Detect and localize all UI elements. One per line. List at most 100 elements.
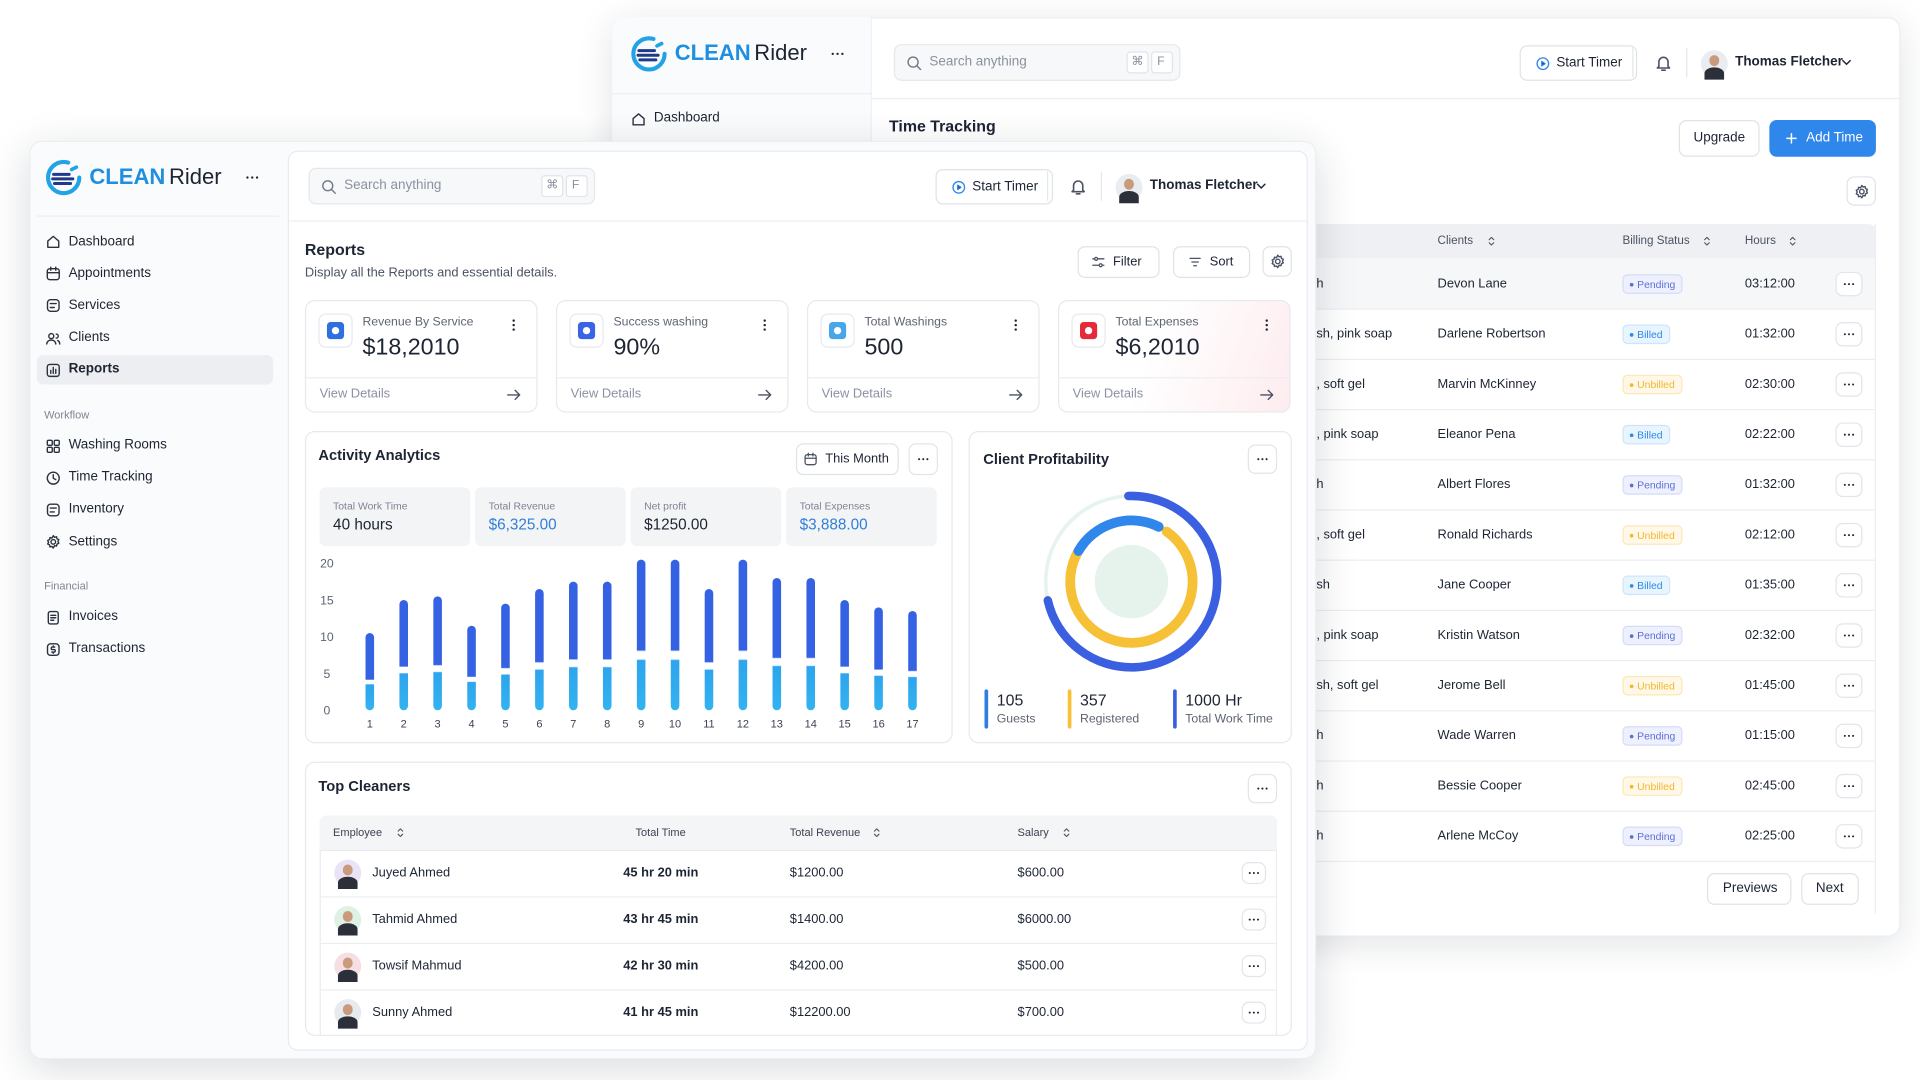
more-button[interactable] [1835, 824, 1863, 849]
avatar-head [342, 1004, 353, 1016]
stat-menu-icon [511, 318, 515, 331]
bell-icon [1655, 55, 1670, 71]
stat-link: View Details [1072, 386, 1144, 402]
employee-cell: Tahmid Ahmed [372, 911, 458, 927]
brand-rest: Rider [168, 164, 222, 189]
previous-button[interactable] [1706, 873, 1792, 905]
start-timer-button[interactable] [1519, 45, 1638, 81]
divider [612, 93, 872, 95]
more-icon [1843, 584, 1855, 587]
column-header: Employee [333, 826, 383, 839]
divider [1100, 171, 1103, 201]
add-time-label: Add Time [1806, 130, 1864, 145]
status-label: Unbilled [1637, 378, 1675, 391]
key-label: F [571, 178, 580, 193]
sidebar-menu-icon [831, 52, 844, 56]
row-divider [1297, 308, 1875, 310]
key-cap [1151, 51, 1174, 74]
start-timer-button[interactable] [935, 168, 1054, 205]
nav-icon [45, 471, 60, 485]
stat-divider [555, 377, 789, 379]
more-icon [1843, 283, 1855, 286]
sort-icon [1789, 236, 1796, 246]
nav-item: Washing Rooms [68, 437, 167, 453]
nav-icon [46, 235, 59, 249]
employee-cell: Juyed Ahmed [372, 865, 451, 881]
nav-item: Clients [68, 330, 110, 345]
settings-button[interactable] [1846, 176, 1876, 206]
user-chevron [1842, 59, 1851, 66]
user-chevron [1256, 183, 1266, 189]
divider [1046, 171, 1049, 201]
upgrade-button[interactable] [1678, 120, 1760, 157]
hours-cell: 02:12:00 [1744, 527, 1795, 543]
next-button[interactable] [1801, 873, 1859, 905]
status-badge: Billed [1622, 575, 1670, 596]
service-cell: h [1316, 477, 1324, 492]
timer-icon [952, 180, 966, 194]
sort-button[interactable] [1173, 246, 1251, 278]
sort-icon [1189, 257, 1201, 267]
row-divider [1297, 559, 1875, 561]
stat-label: Revenue By Service [362, 315, 474, 330]
time-cell: 43 hr 45 min [623, 911, 699, 927]
status-dot [1629, 583, 1634, 588]
sort-icon [397, 828, 404, 838]
stat-label: Total Expenses [1115, 315, 1199, 330]
client-cell: Darlene Robertson [1437, 326, 1546, 342]
metric-box [475, 487, 626, 547]
status-badge: Unbilled [1622, 776, 1683, 796]
page-title: Reports [304, 240, 366, 259]
nav-item: Time Tracking [68, 469, 153, 485]
filter-button[interactable] [1077, 246, 1160, 278]
avatar-head [342, 911, 353, 923]
stat-label: Success washing [613, 315, 709, 330]
stat-menu-icon [1264, 318, 1268, 331]
stat-icon-dot [1084, 326, 1093, 335]
nav-item: Services [68, 297, 121, 313]
status-label: Billed [1637, 428, 1663, 441]
user-name: Thomas Fletcher [1735, 54, 1843, 70]
bell-icon [1070, 179, 1085, 195]
period-button[interactable] [795, 443, 899, 476]
sort-icon [1488, 236, 1495, 246]
service-cell: , pink soap [1316, 426, 1379, 442]
status-badge: Billed [1622, 424, 1670, 445]
status-badge: Pending [1622, 274, 1683, 294]
more-icon [1843, 383, 1855, 386]
row-divider [1297, 860, 1875, 863]
client-cell: Marvin McKinney [1437, 376, 1537, 392]
nav-item: Dashboard [68, 233, 135, 249]
sort-icon [1063, 828, 1070, 838]
nav-section-label: Workflow [44, 408, 90, 421]
nav-icon [46, 642, 60, 656]
more-icon [918, 458, 929, 461]
client-cell: Jane Cooper [1437, 577, 1512, 593]
client-cell: Jerome Bell [1437, 678, 1506, 693]
nav-icon [45, 266, 60, 281]
settings-button[interactable] [1262, 246, 1292, 277]
profit-label: Total Work Time [1185, 712, 1273, 727]
status-label: Pending [1637, 629, 1676, 642]
more-icon [1248, 872, 1260, 875]
nav-icon [46, 503, 60, 517]
status-label: Pending [1637, 478, 1676, 492]
employee-cell: Towsif Mahmud [372, 958, 462, 974]
client-cell: Bessie Cooper [1437, 778, 1522, 794]
avatar-body [337, 1016, 358, 1029]
stat-menu-icon [1013, 318, 1017, 331]
employee-cell: Sunny Ahmed [372, 1004, 453, 1020]
status-label: Unbilled [1637, 780, 1675, 793]
row-divider [319, 989, 1278, 991]
metric-value: 40 hours [333, 516, 393, 534]
stat-value: $6,2010 [1115, 335, 1200, 361]
status-dot [1629, 483, 1634, 487]
hours-cell: 02:32:00 [1744, 627, 1795, 643]
search-box[interactable] [308, 167, 596, 205]
previous-label: Previews [1722, 880, 1778, 896]
profit-label: Guests [996, 712, 1036, 727]
hours-cell: 02:30:00 [1744, 376, 1795, 392]
avatar-body [337, 970, 358, 983]
